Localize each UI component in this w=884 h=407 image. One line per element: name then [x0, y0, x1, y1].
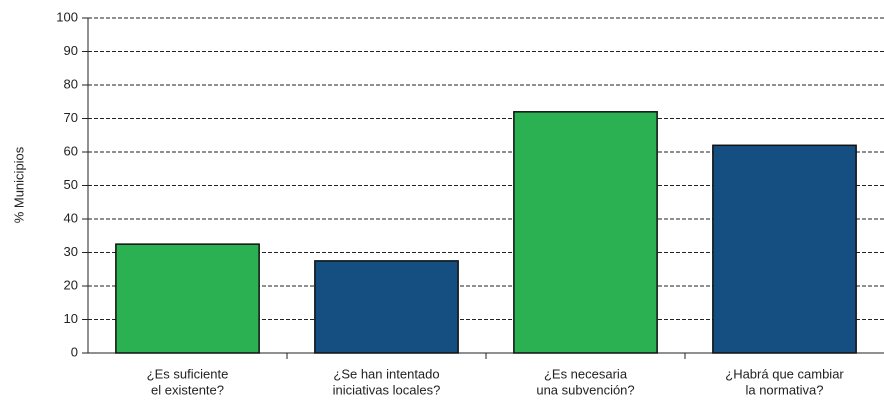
x-tick-label: ¿Es suficiente: [147, 366, 229, 381]
y-tick-label: 30: [64, 244, 78, 259]
y-tick-label: 80: [64, 76, 78, 91]
y-tick-label: 0: [71, 344, 78, 359]
y-tick-label: 70: [64, 110, 78, 125]
x-tick-label: la normativa?: [745, 382, 823, 397]
y-tick-label: 20: [64, 277, 78, 292]
x-tick-label: una subvención?: [536, 382, 634, 397]
y-tick-label: 40: [64, 210, 78, 225]
y-axis-label: % Municipios: [11, 146, 26, 223]
x-tick-label: iniciativas locales?: [333, 382, 441, 397]
y-tick-label: 60: [64, 143, 78, 158]
y-tick-label: 10: [64, 311, 78, 326]
bar: [513, 111, 658, 354]
bar: [712, 144, 857, 354]
bar: [314, 260, 459, 354]
x-tick-label: ¿Es necesaria: [544, 366, 628, 381]
bar: [115, 243, 260, 354]
x-tick-label: ¿Habrá que cambiar: [725, 366, 844, 381]
y-tick-label: 90: [64, 43, 78, 58]
x-tick-label: ¿Se han intentado: [333, 366, 439, 381]
x-tick-label: el existente?: [151, 382, 224, 397]
y-tick-label: 100: [56, 9, 78, 24]
y-tick-label: 50: [64, 177, 78, 192]
